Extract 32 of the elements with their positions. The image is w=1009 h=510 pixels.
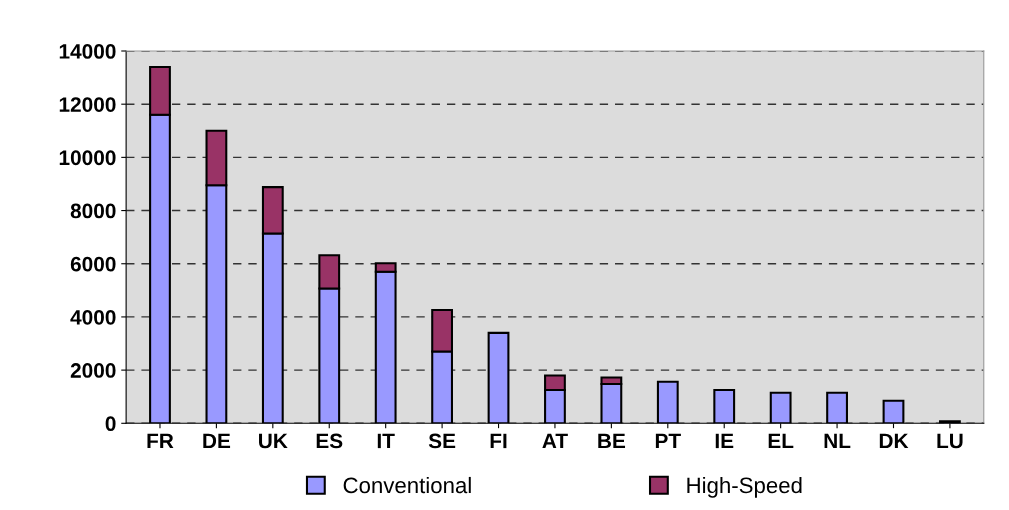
- x-tick-label: DK: [879, 433, 909, 449]
- bar: [939, 420, 961, 424]
- x-tick-label: IE: [715, 433, 734, 449]
- bar: [826, 391, 848, 424]
- y-tick-label: 0: [105, 416, 116, 432]
- bar: [769, 391, 792, 424]
- x-tick-label: ES: [316, 433, 343, 449]
- y-tick-label: 12000: [59, 97, 116, 112]
- x-tick-label: SE: [428, 433, 456, 449]
- y-tick-label: 6000: [70, 256, 116, 272]
- x-tick-label: BE: [598, 433, 626, 449]
- y-tick-label: 2000: [70, 363, 116, 378]
- bar: [656, 380, 679, 424]
- x-tick-label: UK: [259, 433, 288, 449]
- y-tick-label: 8000: [70, 203, 116, 219]
- y-tick-label: 4000: [70, 309, 116, 325]
- x-tick-label: PT: [655, 433, 681, 449]
- x-tick-label: DE: [203, 433, 231, 449]
- x-tick-label: FI: [490, 433, 507, 449]
- bar: [882, 399, 905, 424]
- x-tick-label: EL: [768, 433, 794, 449]
- x-tick-label: LU: [937, 433, 963, 449]
- bar: [487, 331, 510, 424]
- bar: [713, 389, 736, 424]
- x-tick-label: FR: [147, 433, 174, 449]
- x-tick-label: IT: [377, 433, 395, 449]
- y-tick-label: 10000: [59, 150, 116, 166]
- x-tick-label: NL: [824, 433, 851, 449]
- legend-label: High-Speed: [687, 476, 802, 498]
- x-tick-label: AT: [542, 433, 568, 449]
- legend-label: Conventional: [343, 476, 471, 494]
- y-tick-label: 14000: [59, 44, 116, 59]
